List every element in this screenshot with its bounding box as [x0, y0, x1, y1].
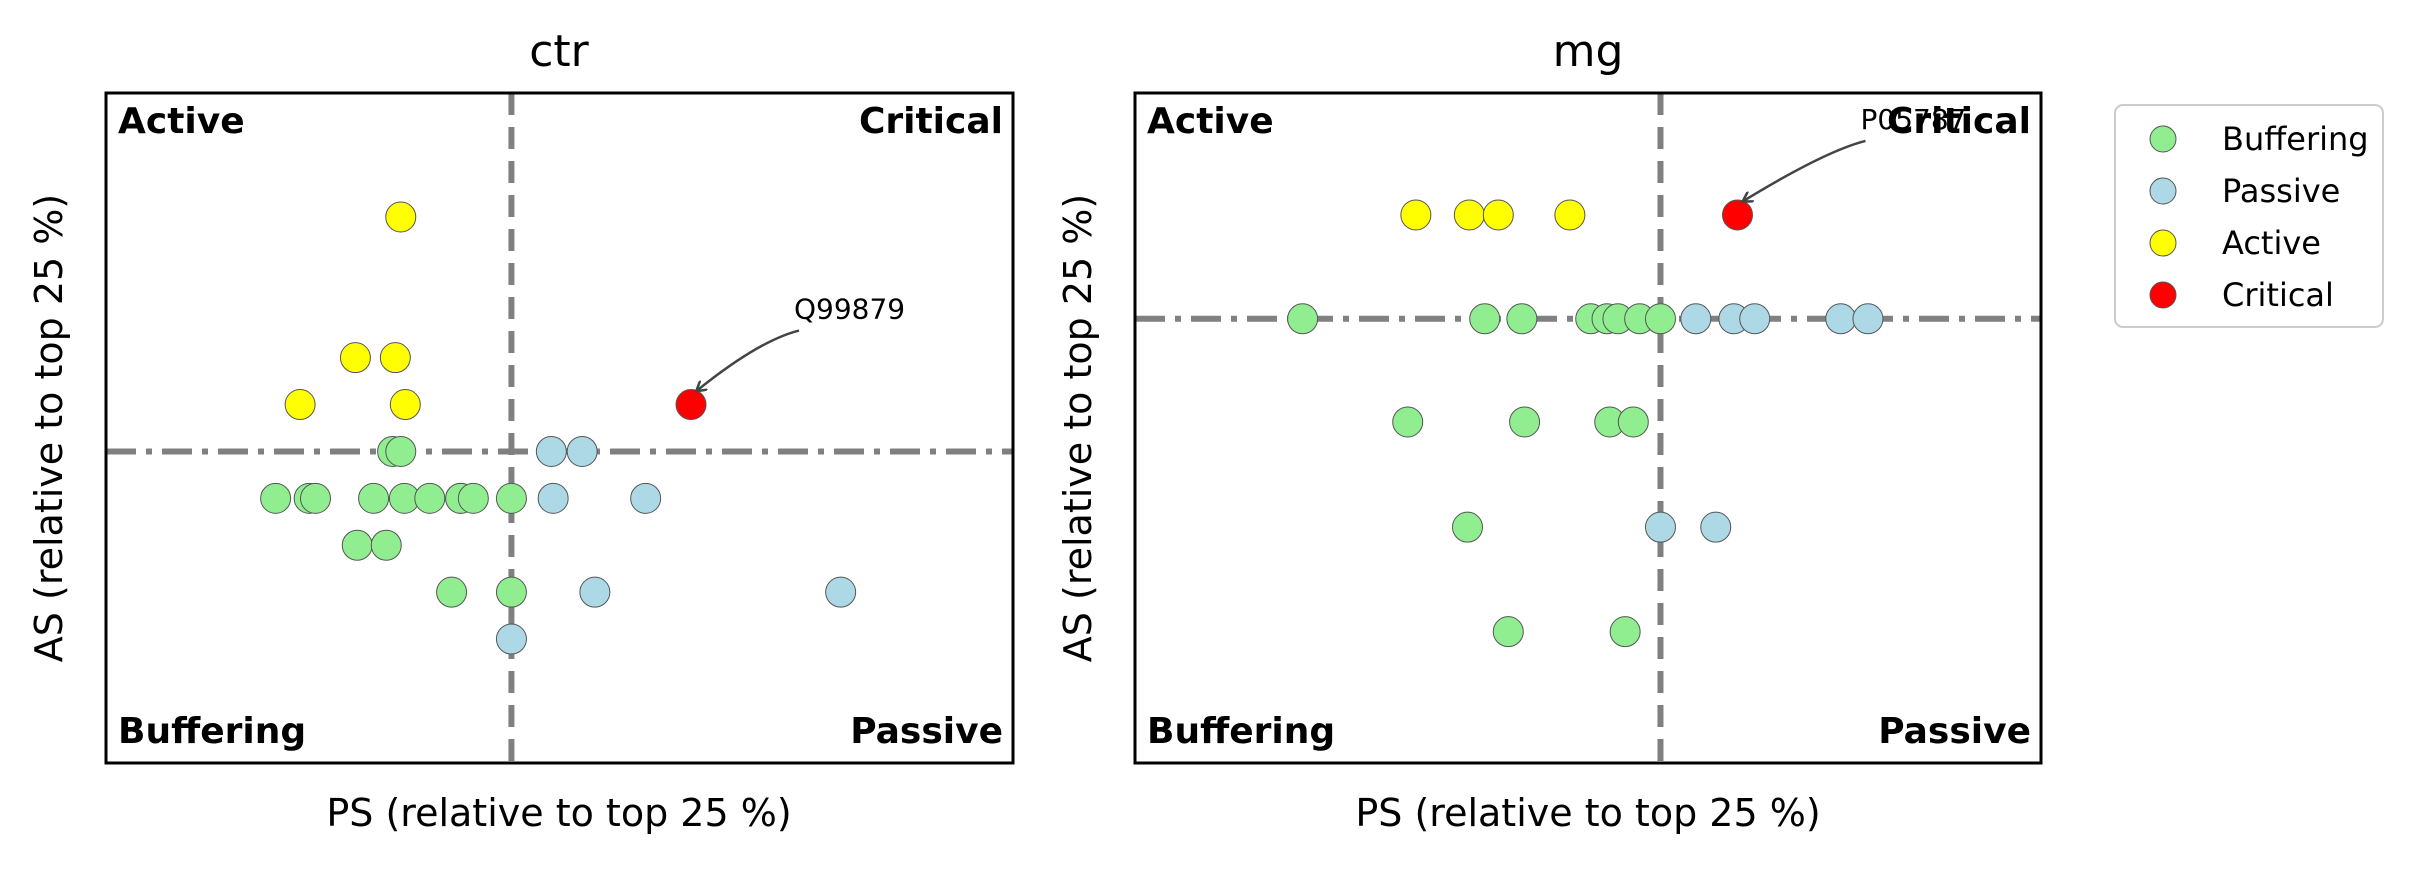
point-buffering	[1392, 406, 1424, 438]
point-active	[339, 342, 371, 374]
point-buffering	[341, 529, 373, 561]
quadrant-label-active: Active	[118, 101, 245, 142]
legend-label-passive: Passive	[2222, 172, 2340, 210]
legend-label-buffering: Buffering	[2222, 120, 2369, 158]
point-buffering	[1644, 303, 1676, 335]
point-buffering	[1469, 303, 1501, 335]
legend-marker-critical	[2149, 281, 2177, 309]
y-axis-label: AS (relative to top 25 %)	[1056, 194, 1100, 662]
point-active	[1482, 199, 1514, 231]
point-passive	[630, 482, 662, 514]
scatter-panel-ctr: ctr Q99879 Active Critical Buffering Pas…	[27, 26, 1015, 835]
point-active	[284, 389, 316, 421]
point-buffering	[1617, 406, 1649, 438]
point-active	[1554, 199, 1586, 231]
point-passive	[1700, 511, 1732, 543]
quadrant-label-buffering: Buffering	[1147, 711, 1335, 752]
quadrant-label-buffering: Buffering	[118, 711, 306, 752]
point-active	[1400, 199, 1432, 231]
point-buffering	[1287, 303, 1319, 335]
quadrant-label-passive: Passive	[850, 711, 1003, 752]
legend-box	[2114, 104, 2384, 328]
annotation-arrow	[697, 329, 800, 391]
point-buffering	[1609, 616, 1641, 648]
y-axis-label: AS (relative to top 25 %)	[27, 194, 71, 662]
plot-frame	[1133, 91, 2043, 765]
point-buffering	[385, 435, 417, 467]
point-buffering	[495, 576, 527, 608]
x-axis-label: PS (relative to top 25 %)	[326, 791, 791, 835]
panel-title: mg	[1553, 26, 1624, 77]
point-passive	[495, 623, 527, 655]
point-buffering	[457, 482, 489, 514]
point-passive	[1825, 303, 1857, 335]
point-buffering	[1492, 616, 1524, 648]
annotation-label: Q99879	[794, 293, 905, 326]
x-axis-label: PS (relative to top 25 %)	[1355, 791, 1820, 835]
point-passive	[825, 576, 857, 608]
point-passive	[1852, 303, 1884, 335]
legend-marker-active	[2149, 229, 2177, 257]
point-active	[1453, 199, 1485, 231]
point-buffering	[436, 576, 468, 608]
point-passive	[1680, 303, 1712, 335]
legend-marker-buffering	[2149, 125, 2177, 153]
point-buffering	[1506, 303, 1538, 335]
point-active	[385, 201, 417, 233]
point-active	[379, 342, 411, 374]
points-layer: Q99879	[106, 93, 1013, 763]
legend-label-active: Active	[2222, 224, 2321, 262]
point-buffering	[370, 529, 402, 561]
legend-label-critical: Critical	[2222, 276, 2334, 314]
point-passive	[537, 482, 569, 514]
quadrant-label-critical: Critical	[1887, 101, 2031, 142]
plot-frame	[104, 91, 1015, 765]
quadrant-label-active: Active	[1147, 101, 1274, 142]
point-passive	[1644, 511, 1676, 543]
point-buffering	[260, 482, 292, 514]
legend: Buffering Passive Active Critical	[2114, 104, 2384, 328]
point-active	[389, 389, 421, 421]
quadrant-label-passive: Passive	[1878, 711, 2031, 752]
point-critical	[1721, 199, 1753, 231]
point-buffering	[1509, 406, 1541, 438]
legend-marker-passive	[2149, 177, 2177, 205]
point-passive	[1739, 303, 1771, 335]
annotation-arrow	[1743, 139, 1866, 201]
points-layer: P05787	[1135, 93, 2041, 763]
point-passive	[566, 435, 598, 467]
point-passive	[535, 435, 567, 467]
point-buffering	[414, 482, 446, 514]
quadrant-label-critical: Critical	[859, 101, 1003, 142]
panel-title: ctr	[529, 26, 589, 77]
point-buffering	[1452, 511, 1484, 543]
point-buffering	[358, 482, 390, 514]
point-passive	[579, 576, 611, 608]
point-critical	[675, 389, 707, 421]
annotation-label: P05787	[1860, 103, 1966, 136]
point-buffering	[495, 482, 527, 514]
scatter-panel-mg: mg P05787 Active Critical Buffering Pass…	[1056, 26, 2043, 835]
point-buffering	[300, 482, 332, 514]
